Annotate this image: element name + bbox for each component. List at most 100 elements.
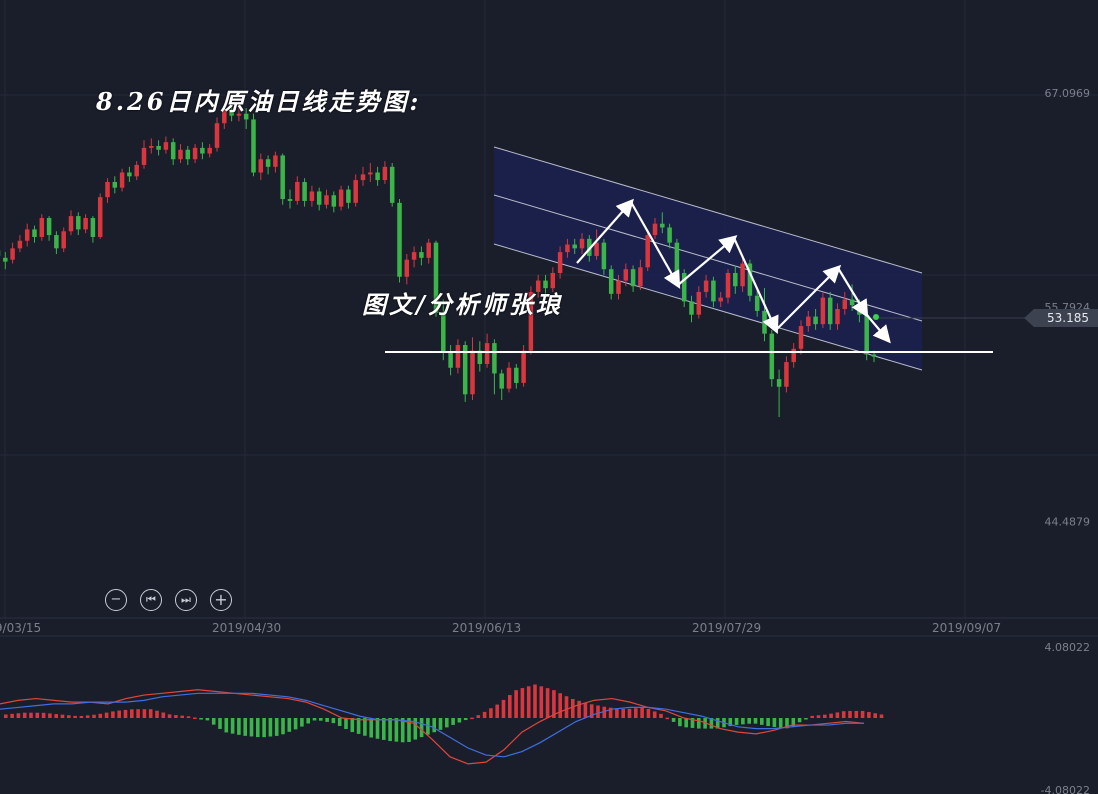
trend-arrow <box>837 267 869 318</box>
trend-arrow <box>775 264 842 331</box>
candle-body <box>112 181 118 188</box>
candle <box>32 225 37 243</box>
macd-histogram-bar <box>640 707 644 718</box>
candle <box>127 166 132 182</box>
macd-histogram-bar <box>470 717 474 720</box>
candle <box>703 274 709 298</box>
macd-fast-line <box>0 689 865 765</box>
candle-body <box>302 181 307 201</box>
macd-histogram-bar <box>407 718 411 742</box>
x-tick-label: 2019/04/30 <box>212 621 281 635</box>
macd-histogram-bar <box>230 718 235 734</box>
candle-body <box>550 272 556 289</box>
candle <box>163 136 169 154</box>
candle <box>813 309 818 330</box>
candle <box>776 369 782 418</box>
macd-histogram-bar <box>684 718 688 728</box>
candle-body <box>864 314 869 355</box>
macd-histogram-bar <box>174 715 178 718</box>
candle-body <box>156 145 161 150</box>
current-price-badge: 53.185 <box>1024 309 1098 327</box>
candle-body <box>46 218 52 236</box>
candle <box>806 310 811 332</box>
macd-histogram-bar <box>426 718 430 735</box>
candle <box>309 185 315 207</box>
step-forward-button[interactable]: ⏭ <box>175 589 197 611</box>
candle-body <box>309 191 315 201</box>
candle <box>105 178 110 203</box>
macd-histogram-bar <box>860 710 865 718</box>
macd-histogram-bar <box>205 718 210 721</box>
macd-histogram-bar <box>193 717 197 720</box>
candle <box>484 333 490 368</box>
macd-panel: 4.08022 -4.08022 <box>0 641 1090 794</box>
candle-body <box>601 242 607 270</box>
candle-body <box>820 297 826 325</box>
macd-histogram-bar <box>98 713 103 718</box>
zoom-out-button[interactable]: − <box>105 589 127 611</box>
macd-histogram-bar <box>463 718 468 721</box>
candle-body <box>703 280 709 292</box>
candle-body <box>207 147 212 154</box>
macd-histogram-bar <box>16 713 21 718</box>
candle <box>302 178 307 207</box>
macd-histogram-bar <box>180 715 184 718</box>
candle <box>404 254 410 285</box>
zoom-in-button[interactable]: + <box>210 589 232 611</box>
macd-histogram-bar <box>337 718 342 726</box>
candle <box>645 229 650 272</box>
candle-body <box>324 195 329 205</box>
candle-body <box>645 235 650 268</box>
macd-tick-label: -4.08022 <box>1041 784 1090 794</box>
macd-histogram-bar <box>85 715 90 718</box>
candle <box>382 161 388 184</box>
channel-lower-line <box>493 243 923 371</box>
candle <box>419 246 424 266</box>
candle-body <box>594 242 599 256</box>
candle <box>39 214 45 241</box>
candle-body <box>178 149 183 160</box>
candle-body <box>849 299 855 306</box>
macd-histogram-bar <box>136 709 140 718</box>
candle <box>200 142 205 160</box>
candle <box>506 362 512 393</box>
macd-histogram-bar <box>760 718 764 725</box>
candle <box>514 363 519 389</box>
candle-body <box>426 242 431 258</box>
macd-histogram-bar <box>29 712 33 718</box>
macd-histogram-bar <box>79 715 84 718</box>
candle-body <box>32 229 37 237</box>
candle <box>565 238 570 258</box>
macd-histogram-bar <box>785 718 789 729</box>
candle <box>346 185 351 209</box>
macd-histogram-bar <box>766 718 770 727</box>
candle-body <box>134 164 139 177</box>
candle <box>149 138 154 154</box>
candle <box>572 238 577 255</box>
candle-body <box>141 147 147 165</box>
candle-body <box>769 333 775 380</box>
candle-body <box>725 272 731 298</box>
candle-body <box>470 350 475 395</box>
candle-body <box>528 291 534 351</box>
candle-body <box>579 238 585 249</box>
candle <box>711 276 716 308</box>
macd-histogram-bar <box>445 718 449 728</box>
macd-histogram-bar <box>388 718 392 742</box>
trend-arrow <box>630 201 681 289</box>
candle-body <box>258 159 264 173</box>
candle <box>557 246 563 279</box>
macd-histogram-bar <box>111 711 115 718</box>
candle-body <box>411 252 417 260</box>
candle-body <box>827 297 833 325</box>
candle-body <box>119 172 125 188</box>
candle-body <box>295 181 300 201</box>
candle-body <box>316 191 322 205</box>
macd-tick-label: 4.08022 <box>1045 641 1091 654</box>
step-back-button[interactable]: ⏮ <box>140 589 162 611</box>
macd-histogram-bar <box>438 718 443 730</box>
candle-body <box>105 181 110 198</box>
candle-body <box>222 109 227 124</box>
macd-histogram-bar <box>306 718 310 724</box>
macd-histogram-bar <box>571 699 575 718</box>
